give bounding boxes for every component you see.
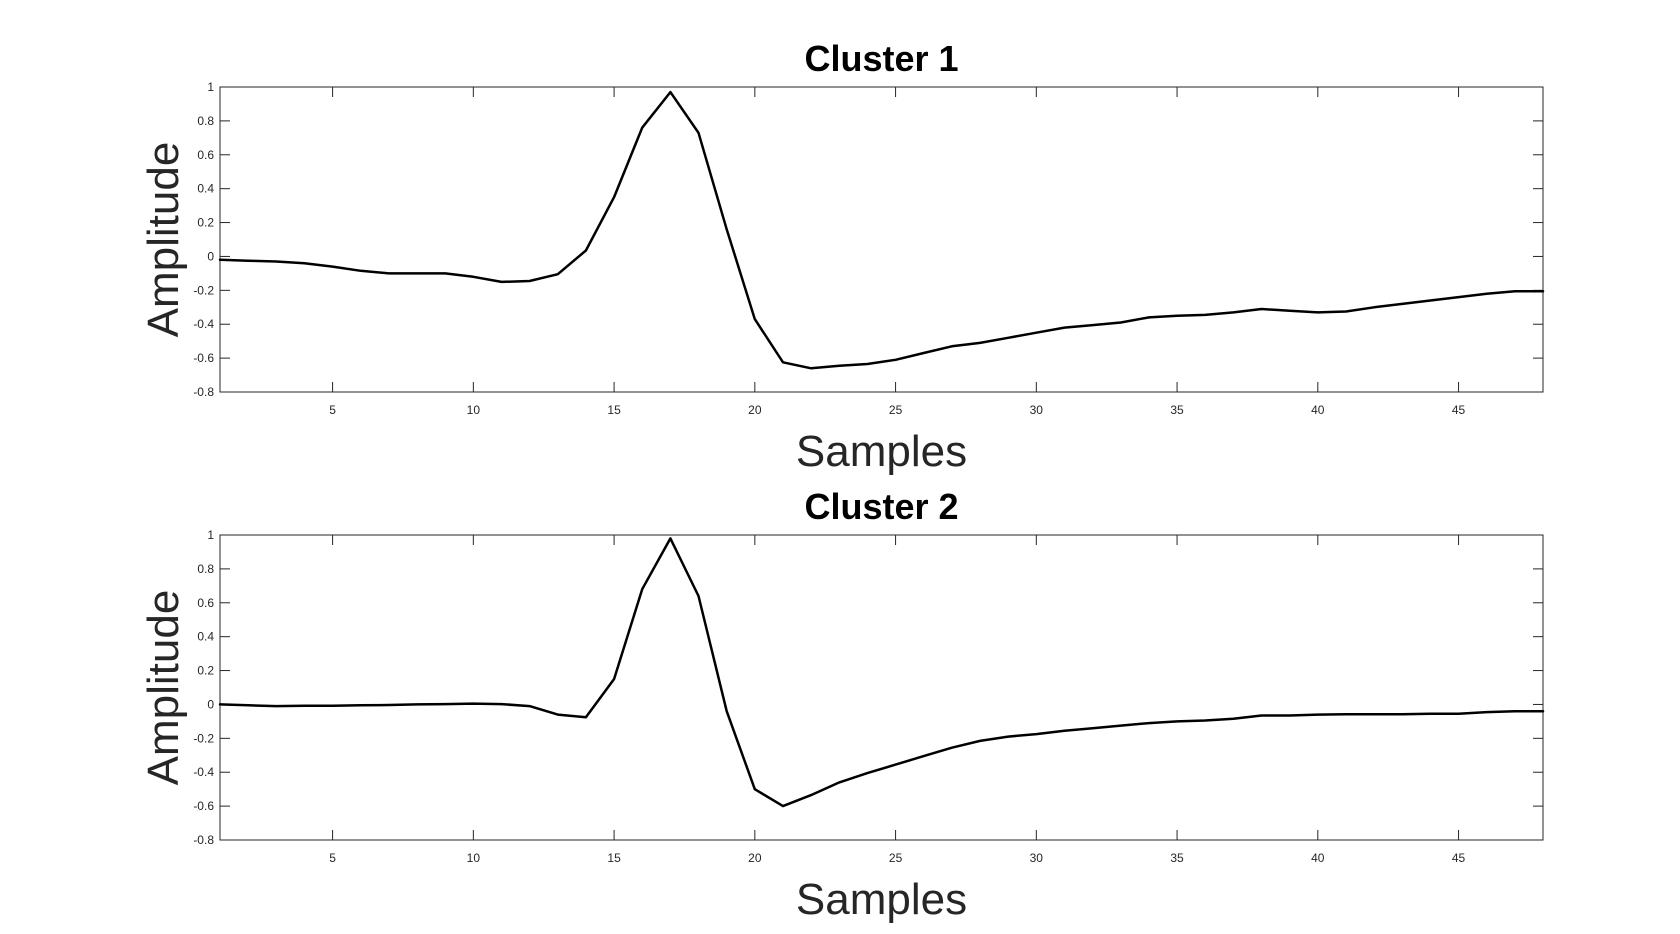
y-tick-label: 0.6 <box>197 148 214 162</box>
plot-title: Cluster 2 <box>804 486 958 527</box>
series-line <box>218 90 1545 370</box>
plot-title: Cluster 1 <box>804 38 958 79</box>
x-tick-label: 10 <box>467 403 481 417</box>
y-axis-label: Amplitude <box>139 590 188 786</box>
x-tick-label: 5 <box>329 403 336 417</box>
x-tick-label: 25 <box>889 851 903 865</box>
x-tick-label: 35 <box>1170 403 1184 417</box>
axes-box <box>219 534 1544 841</box>
x-tick-label: 15 <box>607 851 621 865</box>
subplot-1: 5 10 15 20 25 30 35 40 45 -0.8 -0.6 -0.4 -0.2 0 0.2 0.4… <box>139 38 1545 476</box>
y-tick-label: 0.2 <box>197 216 214 230</box>
x-tick-label: 40 <box>1311 851 1325 865</box>
axes-box <box>219 86 1544 393</box>
y-tick-label: 0.2 <box>197 664 214 678</box>
y-tick-label: 0.4 <box>197 630 214 644</box>
y-tick-label: 1 <box>207 80 214 94</box>
x-axis-label: Samples <box>796 427 967 476</box>
y-tick-label: 0 <box>207 249 214 263</box>
y-tick-label: 0.8 <box>197 114 214 128</box>
x-axis-label: Samples <box>796 875 967 924</box>
x-tick-label: 10 <box>467 851 481 865</box>
x-tick-label: 20 <box>748 403 762 417</box>
x-tick-label: 35 <box>1170 851 1184 865</box>
x-tick-label: 5 <box>329 851 336 865</box>
x-tick-label: 45 <box>1452 403 1466 417</box>
x-tick-label: 45 <box>1452 851 1466 865</box>
y-tick-label: 1 <box>207 528 214 542</box>
y-tick-label: 0.4 <box>197 182 214 196</box>
x-tick-label: 15 <box>607 403 621 417</box>
y-tick-label: -0.2 <box>193 731 214 745</box>
x-tick-label: 30 <box>1030 403 1044 417</box>
y-tick-label: -0.4 <box>193 317 214 331</box>
series-line <box>218 537 1545 808</box>
y-tick-label: -0.8 <box>193 833 214 847</box>
x-tick-label: 20 <box>748 851 762 865</box>
y-tick-label: -0.6 <box>193 799 214 813</box>
x-tick-label: 40 <box>1311 403 1325 417</box>
y-tick-label: -0.4 <box>193 765 214 779</box>
y-tick-label: -0.6 <box>193 351 214 365</box>
y-tick-label: 0 <box>207 697 214 711</box>
y-tick-label: -0.8 <box>193 385 214 399</box>
x-tick-label: 25 <box>889 403 903 417</box>
y-tick-label: 0.6 <box>197 596 214 610</box>
x-tick-label: 30 <box>1030 851 1044 865</box>
y-axis-label: Amplitude <box>139 142 188 338</box>
y-tick-label: -0.2 <box>193 283 214 297</box>
y-tick-label: 0.8 <box>197 562 214 576</box>
subplot-2: 5 10 15 20 25 30 35 40 45 -0.8 -0.6 -0.4 -0.2 0 0.2 0.4… <box>139 486 1545 924</box>
